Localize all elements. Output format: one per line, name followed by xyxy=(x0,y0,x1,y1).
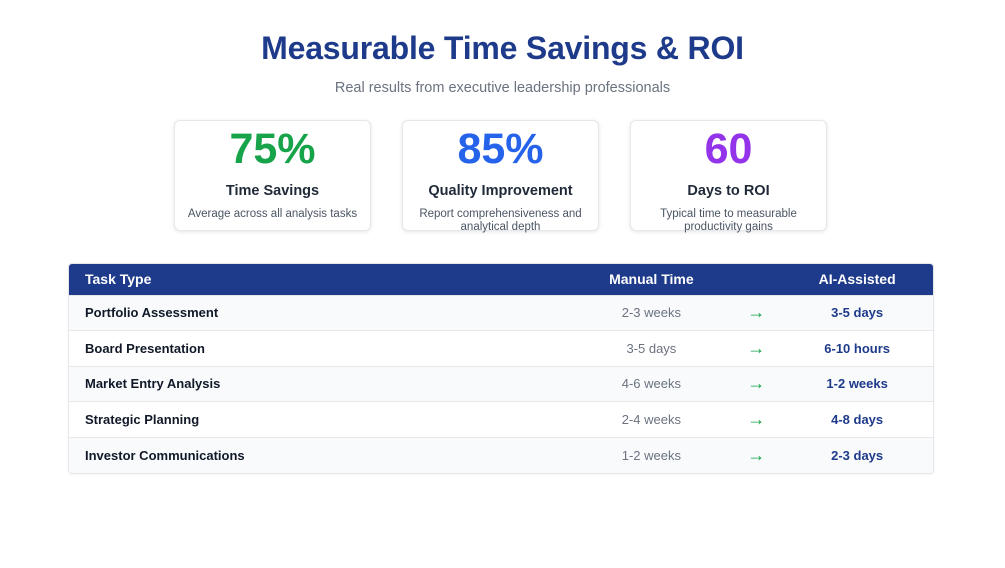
table-row: Market Entry Analysis 4-6 weeks → 1-2 we… xyxy=(69,366,933,402)
arrow-right-icon: → xyxy=(747,302,766,323)
column-header-task: Task Type xyxy=(85,271,152,288)
stat-description: Average across all analysis tasks xyxy=(187,208,358,220)
table-row: Strategic Planning 2-4 weeks → 4-8 days xyxy=(69,401,933,437)
arrow-right-icon: → xyxy=(747,337,766,358)
stat-value: 60 xyxy=(704,125,753,173)
arrow-right-icon: → xyxy=(747,408,766,429)
stat-value: 75% xyxy=(229,125,316,173)
task-cell: Investor Communications xyxy=(85,447,245,463)
table-row: Investor Communications 1-2 weeks → 2-3 … xyxy=(69,437,933,473)
ai-time-cell: 6-10 hours xyxy=(824,340,891,356)
ai-time-cell: 2-3 days xyxy=(831,447,884,463)
stat-label: Days to ROI xyxy=(687,183,770,199)
stat-card-quality-improvement: 85% Quality Improvement Report comprehen… xyxy=(402,120,599,233)
manual-time-cell: 1-2 weeks xyxy=(621,447,681,463)
manual-time-cell: 3-5 days xyxy=(626,340,677,356)
stat-cards: 75% Time Savings Average across all anal… xyxy=(174,120,827,233)
arrow-right-icon: → xyxy=(747,373,766,394)
task-cell: Strategic Planning xyxy=(85,411,200,427)
stat-card-time-savings: 75% Time Savings Average across all anal… xyxy=(174,120,371,231)
stat-label: Quality Improvement xyxy=(428,183,573,199)
table-header-row: Task Type Manual Time AI-Assisted xyxy=(69,264,933,295)
task-cell: Board Presentation xyxy=(85,340,205,356)
task-cell: Portfolio Assessment xyxy=(85,305,219,321)
stat-description: Report comprehensiveness and analytical … xyxy=(419,208,582,233)
table-row: Portfolio Assessment 2-3 weeks → 3-5 day… xyxy=(69,295,933,331)
column-header-manual: Manual Time xyxy=(609,271,694,288)
page-subtitle: Real results from executive leadership p… xyxy=(334,80,671,96)
stat-label: Time Savings xyxy=(225,183,320,199)
stat-card-days-to-roi: 60 Days to ROI Typical time to measurabl… xyxy=(630,120,827,233)
ai-time-cell: 1-2 weeks xyxy=(826,376,888,392)
arrow-right-icon: → xyxy=(747,444,766,465)
manual-time-cell: 4-6 weeks xyxy=(621,376,681,392)
column-header-arrow xyxy=(731,264,781,295)
page-title: Measurable Time Savings & ROI xyxy=(261,30,744,66)
manual-time-cell: 2-4 weeks xyxy=(621,411,681,427)
ai-time-cell: 4-8 days xyxy=(831,411,884,427)
task-cell: Market Entry Analysis xyxy=(85,376,221,392)
manual-time-cell: 2-3 weeks xyxy=(621,305,681,321)
comparison-table: Task Type Manual Time AI-Assisted Portfo… xyxy=(68,263,934,474)
stat-description: Typical time to measurable productivity … xyxy=(660,208,797,233)
stat-value: 85% xyxy=(457,125,544,173)
ai-time-cell: 3-5 days xyxy=(831,305,884,321)
table-row: Board Presentation 3-5 days → 6-10 hours xyxy=(69,330,933,366)
column-header-ai: AI-Assisted xyxy=(818,271,896,288)
